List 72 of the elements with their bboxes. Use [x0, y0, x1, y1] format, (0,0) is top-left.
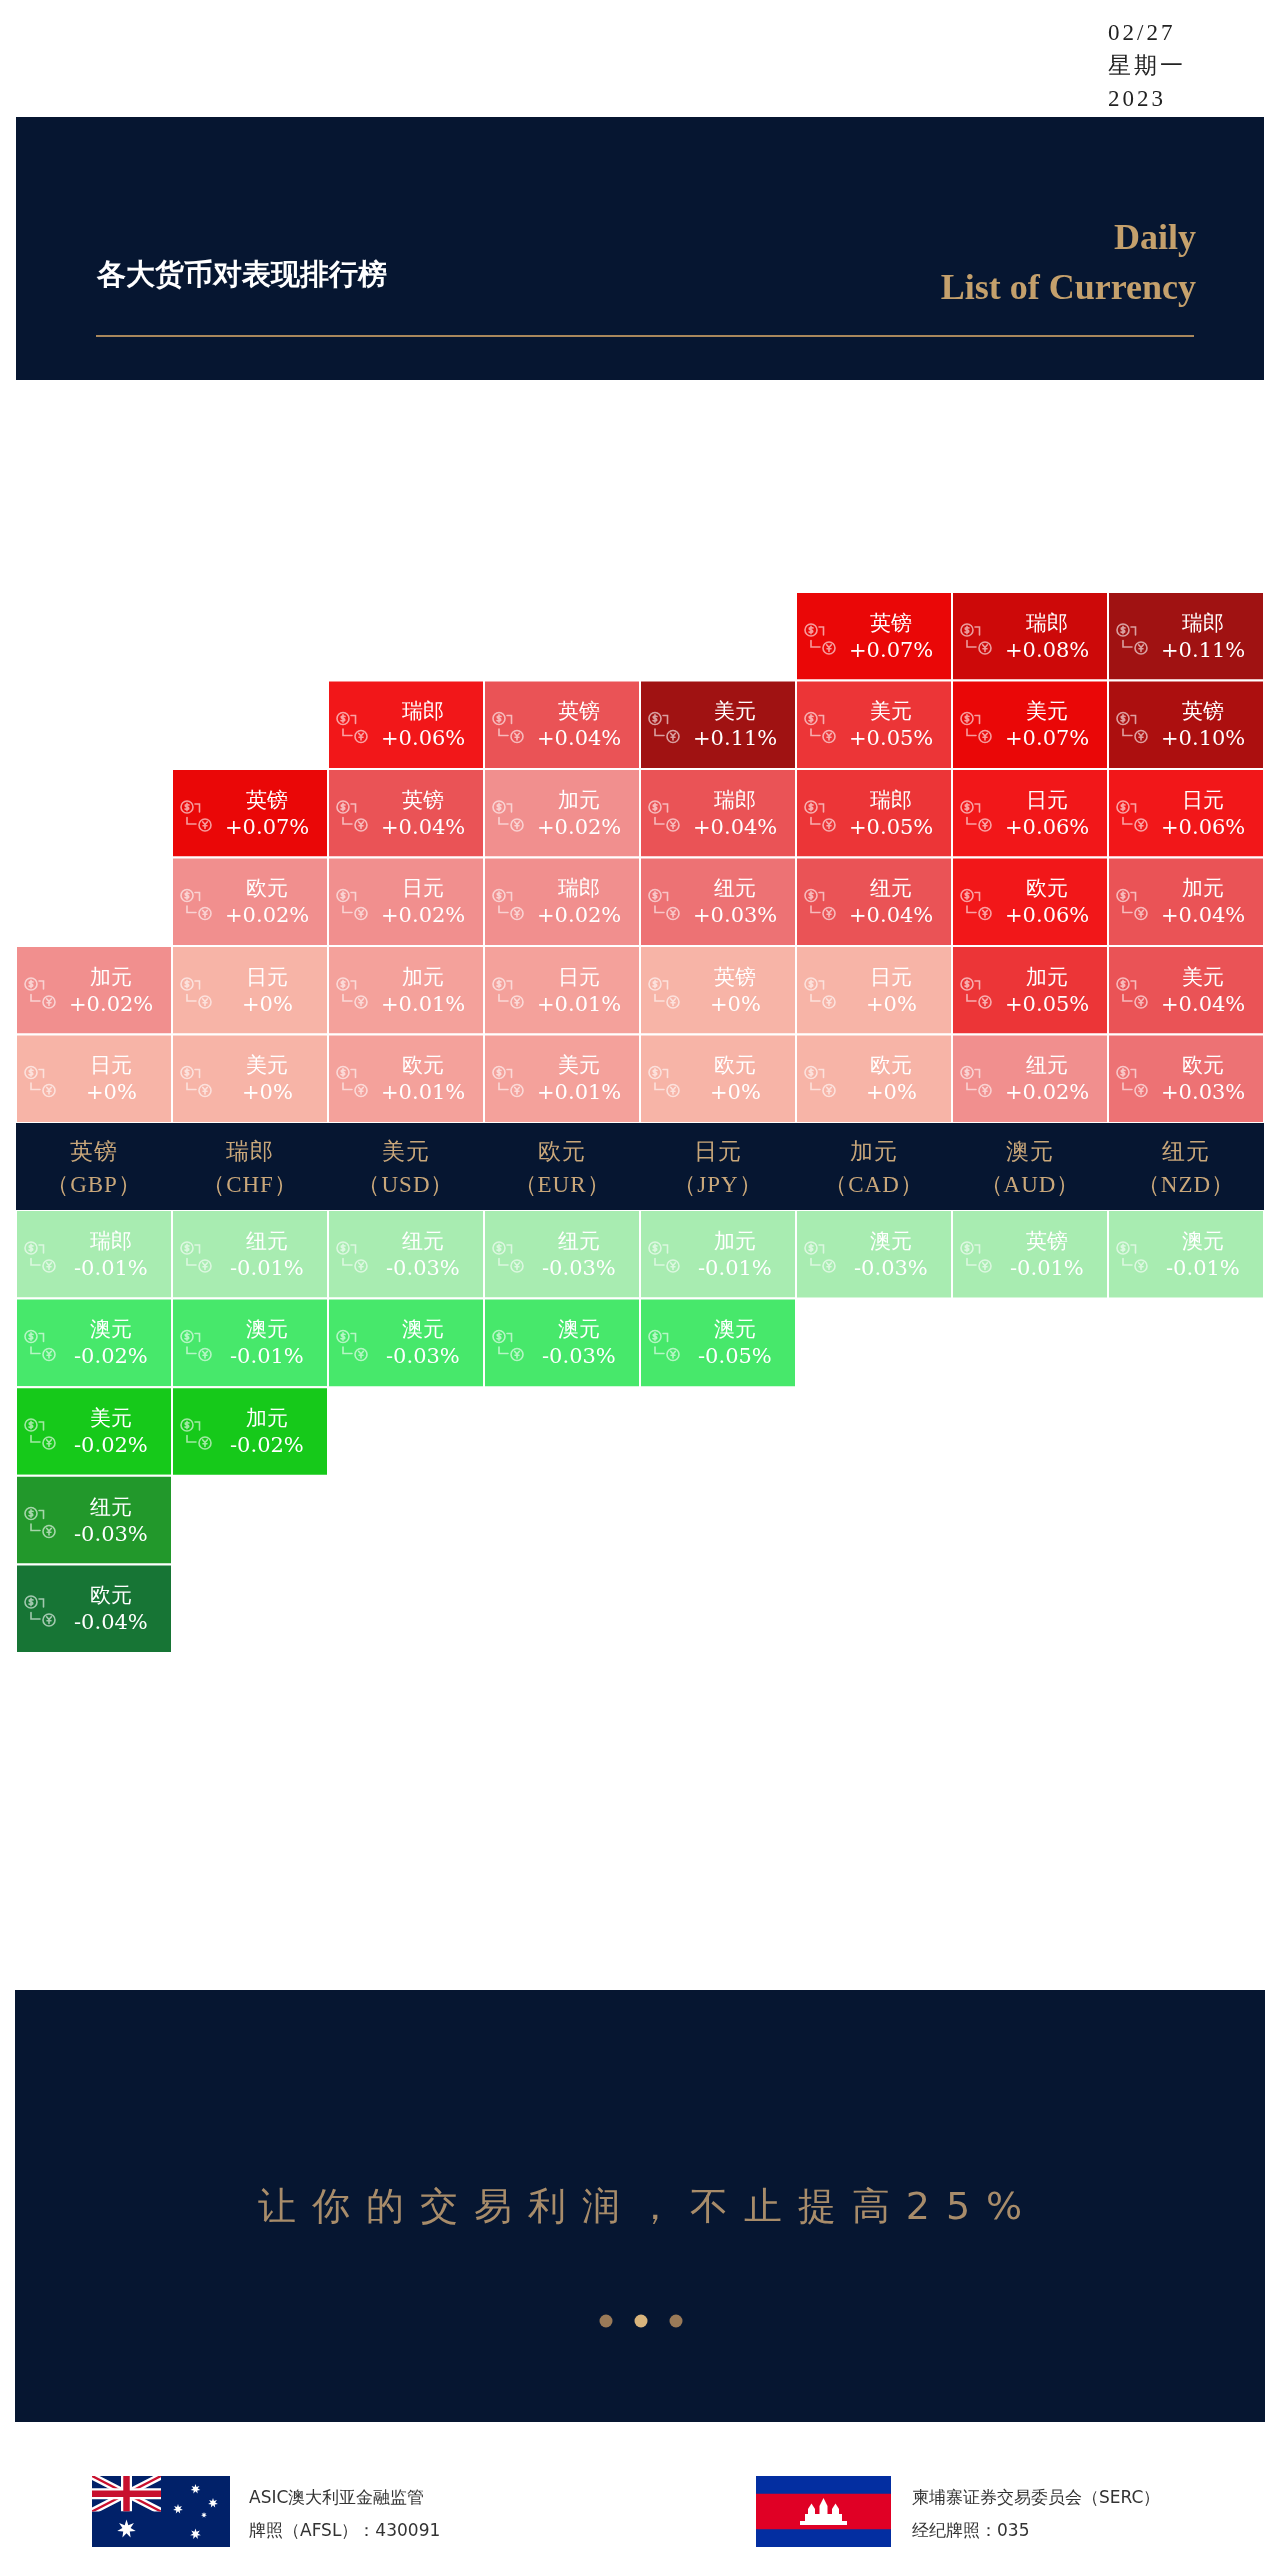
text: 澳元 -0.03%	[854, 1229, 928, 1281]
text: 瑞郎 -0.01%	[74, 1229, 148, 1281]
data-label: 加元 +0.02%	[69, 965, 154, 1017]
data-label: 英镑 +0.07%	[225, 788, 310, 840]
text: ASIC澳大利亚金融监管	[249, 2486, 425, 2509]
text: 英镑 -0.01%	[1010, 1229, 1084, 1281]
data-label: 欧元 +0.02%	[225, 876, 310, 928]
data-label: 日元 +0%	[242, 965, 293, 1017]
text: 经纪牌照：035	[912, 2519, 1030, 2542]
text: 加元 -0.01%	[698, 1229, 772, 1281]
text: 澳元 -0.03%	[542, 1317, 616, 1369]
data-label: 美元 +0.11%	[693, 699, 778, 751]
data-label: 美元 +0%	[242, 1053, 293, 1105]
chart-title: 各大货币对表现排行榜	[97, 256, 387, 292]
x-tick-label: 欧元（EUR）	[512, 1138, 612, 1199]
data-label: 欧元 +0.03%	[1161, 1053, 1246, 1105]
x-tick-label: 澳元（AUD）	[978, 1138, 1082, 1199]
text: 澳元 -0.02%	[74, 1317, 148, 1369]
data-label: 日元 +0.02%	[381, 876, 466, 928]
text: 02/27 星期一 2023	[1108, 19, 1186, 113]
data-label: 瑞郎 +0.08%	[1005, 611, 1090, 663]
data-label: 瑞郎 +0.04%	[693, 788, 778, 840]
text: 柬埔寨证券交易委员会（SERC）	[912, 2486, 1161, 2509]
data-label: 美元 +0.05%	[849, 699, 934, 751]
data-label: 美元 +0.01%	[537, 1053, 622, 1105]
text: 加元 -0.02%	[230, 1406, 304, 1458]
data-label: 加元 +0.04%	[1161, 876, 1246, 928]
chart-subtitle: Daily List of Currency	[940, 216, 1196, 309]
x-tick-label: 加元（CAD）	[823, 1138, 925, 1199]
text: 澳元 -0.01%	[1166, 1229, 1240, 1281]
data-label: 日元 +0%	[866, 965, 917, 1017]
data-label: 日元 +0%	[86, 1053, 137, 1105]
data-label: 瑞郎 +0.05%	[849, 788, 934, 840]
text: 纽元 -0.03%	[386, 1229, 460, 1281]
data-label: 英镑 +0.07%	[849, 611, 934, 663]
text: 纽元 -0.03%	[74, 1495, 148, 1547]
data-label: 瑞郎 +0.11%	[1161, 611, 1246, 663]
data-label: 欧元 +0%	[710, 1053, 761, 1105]
text: 欧元 -0.04%	[74, 1583, 148, 1635]
data-label: 欧元 +0.06%	[1005, 876, 1090, 928]
data-label: 美元 +0.04%	[1161, 965, 1246, 1017]
text: 美元 -0.02%	[74, 1406, 148, 1458]
data-label: 日元 +0.06%	[1005, 788, 1090, 840]
text: 让你的交易利润，不止提高25%	[256, 2183, 1040, 2230]
data-label: 加元 +0.02%	[537, 788, 622, 840]
data-label: 瑞郎 +0.06%	[381, 699, 466, 751]
text: 纽元 -0.01%	[230, 1229, 304, 1281]
data-label: 美元 +0.07%	[1005, 699, 1090, 751]
data-label: 欧元 +0.01%	[381, 1053, 466, 1105]
text: 澳元 -0.05%	[698, 1317, 772, 1369]
x-tick-label: 美元（USD）	[356, 1138, 456, 1199]
data-label: 英镑 +0.04%	[537, 699, 622, 751]
data-label: 英镑 +0.04%	[381, 788, 466, 840]
data-label: 纽元 +0.02%	[1005, 1053, 1090, 1105]
text: 纽元 -0.03%	[542, 1229, 616, 1281]
x-tick-label: 日元（JPY）	[672, 1138, 764, 1199]
data-label: 纽元 +0.03%	[693, 876, 778, 928]
data-label: 纽元 +0.04%	[849, 876, 934, 928]
data-label: 瑞郎 +0.02%	[537, 876, 622, 928]
data-label: 英镑 +0.10%	[1161, 699, 1246, 751]
x-tick-label: 瑞郎（CHF）	[201, 1138, 299, 1199]
x-tick-label: 英镑（GBP）	[45, 1138, 143, 1199]
data-label: 日元 +0.01%	[537, 965, 622, 1017]
text: 牌照（AFSL）：430091	[249, 2519, 441, 2542]
data-label: 加元 +0.01%	[381, 965, 466, 1017]
data-label: 日元 +0.06%	[1161, 788, 1246, 840]
data-label: 英镑 +0%	[710, 965, 761, 1017]
data-label: 欧元 +0%	[866, 1053, 917, 1105]
x-tick-label: 纽元（NZD）	[1135, 1138, 1237, 1199]
data-label: 加元 +0.05%	[1005, 965, 1090, 1017]
text: 澳元 -0.01%	[230, 1317, 304, 1369]
text: 澳元 -0.03%	[386, 1317, 460, 1369]
